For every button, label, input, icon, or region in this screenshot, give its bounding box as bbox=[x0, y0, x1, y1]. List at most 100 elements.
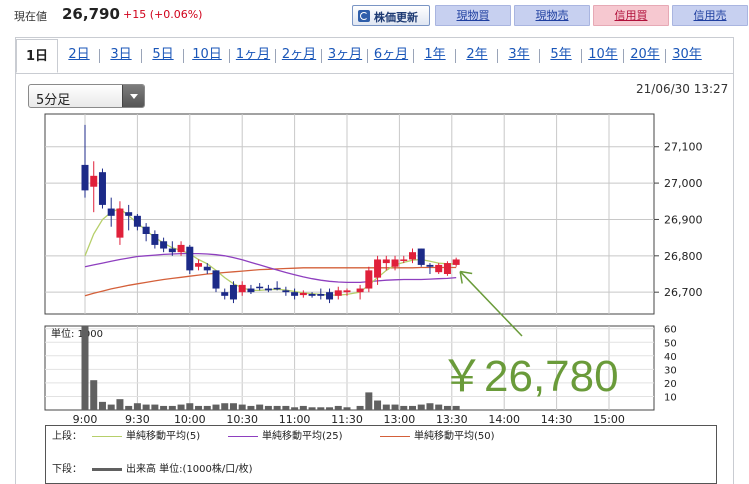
volume-bar bbox=[417, 404, 425, 410]
margin-sell-button[interactable]: 信用売 bbox=[672, 5, 748, 26]
volume-bar bbox=[365, 392, 373, 410]
time-tick-label: 14:30 bbox=[541, 413, 573, 426]
candle-down bbox=[142, 226, 150, 234]
tabs-divider bbox=[16, 73, 733, 74]
tab-12[interactable]: 5年 bbox=[550, 47, 572, 62]
interval-select[interactable]: 5分足 bbox=[28, 84, 145, 108]
tab-separator bbox=[665, 49, 666, 63]
volume-bar bbox=[443, 405, 451, 410]
volume-bar bbox=[291, 407, 299, 410]
tab-separator bbox=[413, 49, 414, 63]
price-annotation: ￥26,780 bbox=[440, 352, 619, 401]
tab-15[interactable]: 30年 bbox=[672, 47, 702, 62]
tab-6[interactable]: 2ヶ月 bbox=[281, 47, 317, 62]
candle-down bbox=[317, 294, 325, 296]
tab-2[interactable]: 3日 bbox=[110, 47, 132, 62]
tab-9[interactable]: 1年 bbox=[424, 47, 446, 62]
price-ytick-label: 26,800 bbox=[664, 250, 703, 263]
tab-7[interactable]: 3ヶ月 bbox=[327, 47, 363, 62]
volume-ytick-label: 40 bbox=[664, 352, 677, 363]
volume-bar bbox=[177, 404, 185, 410]
volume-bar bbox=[400, 405, 408, 410]
volume-bar bbox=[308, 407, 316, 410]
refresh-price-button[interactable]: 株価更新 bbox=[352, 5, 430, 26]
price-ytick-label: 26,700 bbox=[664, 286, 703, 299]
candle-down bbox=[107, 208, 115, 216]
refresh-icon bbox=[358, 10, 370, 22]
tab-3[interactable]: 5日 bbox=[152, 47, 174, 62]
time-tick-label: 15:00 bbox=[593, 413, 625, 426]
tab-separator bbox=[99, 49, 100, 63]
volume-ytick-label: 10 bbox=[664, 392, 677, 403]
candle-down bbox=[264, 288, 272, 291]
volume-bar bbox=[186, 403, 194, 410]
annotation-arrow-line bbox=[459, 270, 523, 337]
spot-sell-button[interactable]: 現物売 bbox=[514, 5, 590, 26]
volume-ytick-label: 30 bbox=[664, 365, 677, 376]
volume-bar bbox=[334, 405, 342, 410]
candle-up bbox=[356, 288, 364, 293]
volume-bar bbox=[391, 404, 399, 410]
price-change: +15 (+0.06%) bbox=[123, 8, 203, 21]
tab-4[interactable]: 10日 bbox=[192, 47, 222, 62]
volume-bar bbox=[203, 405, 211, 410]
candle-down bbox=[203, 266, 211, 271]
tab-0[interactable]: 1日 bbox=[16, 39, 58, 73]
volume-bar bbox=[264, 405, 272, 410]
volume-bar bbox=[282, 405, 290, 410]
chart-timestamp: 21/06/30 13:27 bbox=[636, 82, 729, 96]
volume-bar bbox=[107, 404, 115, 410]
candle-down bbox=[81, 164, 89, 191]
volume-ytick-label: 60 bbox=[664, 325, 677, 336]
spot-buy-button[interactable]: 現物買 bbox=[435, 5, 511, 26]
candle-up bbox=[374, 259, 382, 278]
tab-13[interactable]: 10年 bbox=[588, 47, 618, 62]
volume-bar bbox=[317, 407, 325, 410]
volume-bar bbox=[426, 403, 434, 410]
candle-down bbox=[282, 290, 290, 293]
tab-11[interactable]: 3年 bbox=[508, 47, 530, 62]
margin-buy-button[interactable]: 信用買 bbox=[593, 5, 669, 26]
volume-bar bbox=[81, 326, 89, 410]
candle-down bbox=[133, 215, 141, 227]
candle-up bbox=[343, 290, 351, 293]
volume-bar bbox=[142, 404, 150, 410]
price-ytick-label: 27,000 bbox=[664, 177, 703, 190]
legend-volume-label: 出来高 単位:(1000株/口/枚) bbox=[126, 464, 253, 475]
tab-separator bbox=[141, 49, 142, 63]
volume-bar bbox=[343, 407, 351, 410]
time-tick-label: 13:30 bbox=[436, 413, 468, 426]
tab-8[interactable]: 6ヶ月 bbox=[373, 47, 409, 62]
volume-bar bbox=[116, 399, 124, 410]
ma25-line bbox=[84, 252, 457, 284]
candle-down bbox=[160, 241, 168, 249]
volume-ytick-label: 50 bbox=[664, 338, 677, 349]
volume-bar bbox=[160, 405, 168, 410]
volume-bar bbox=[247, 405, 255, 410]
tab-1[interactable]: 2日 bbox=[68, 47, 90, 62]
volume-bar bbox=[195, 405, 203, 410]
candle-up bbox=[116, 208, 124, 238]
tab-separator bbox=[229, 49, 230, 63]
candle-down bbox=[98, 172, 106, 205]
candle-down bbox=[308, 294, 316, 296]
volume-bar bbox=[133, 403, 141, 410]
candle-down bbox=[186, 246, 194, 271]
tab-10[interactable]: 2年 bbox=[466, 47, 488, 62]
volume-bar bbox=[374, 400, 382, 410]
ma5-swatch bbox=[92, 435, 122, 437]
tab-separator bbox=[539, 49, 540, 63]
volume-bar bbox=[90, 380, 98, 410]
tab-separator bbox=[623, 49, 624, 63]
tab-14[interactable]: 20年 bbox=[630, 47, 660, 62]
tab-separator bbox=[321, 49, 322, 63]
candle-down bbox=[168, 248, 176, 253]
time-tick-label: 11:30 bbox=[331, 413, 363, 426]
volume-bar bbox=[168, 405, 176, 410]
volume-bar bbox=[409, 405, 416, 410]
candle-down bbox=[326, 292, 334, 300]
candle-up bbox=[238, 284, 246, 293]
tab-5[interactable]: 1ヶ月 bbox=[235, 47, 271, 62]
chart-legend: 上段： 単純移動平均(5) 単純移動平均(25) 単純移動平均(50) 下段： … bbox=[45, 425, 717, 484]
